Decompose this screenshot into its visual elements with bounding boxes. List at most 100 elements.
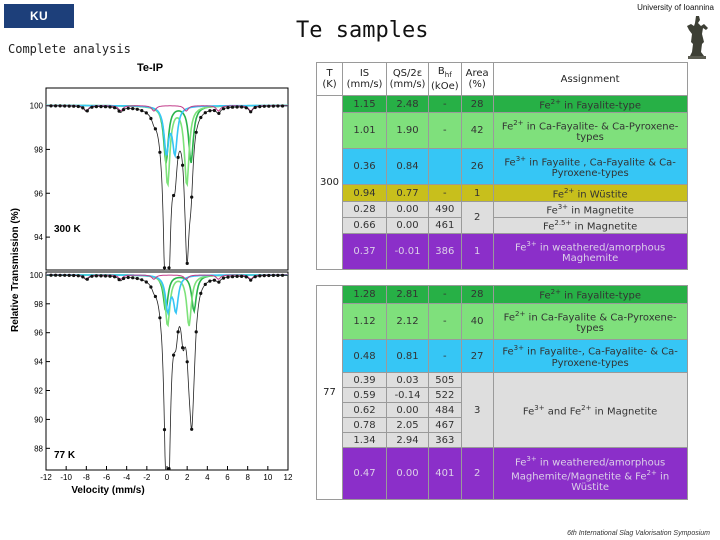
cell-bhf: 522 xyxy=(428,387,462,403)
header-temperature: T (K) xyxy=(316,62,343,96)
x-tick-label: 10 xyxy=(263,473,272,482)
cell-is: 1.12 xyxy=(342,303,387,340)
data-point xyxy=(67,104,71,108)
table-row: 1.01 1.90 - 42 Fe2+ in Ca-Fayalite- & Ca… xyxy=(317,112,688,149)
data-point xyxy=(81,106,85,110)
cell-is: 0.48 xyxy=(342,339,387,373)
data-point xyxy=(103,274,108,278)
data-point xyxy=(90,105,94,109)
table-row: 0.94 0.77 - 1 Fe2+ in Wüstite xyxy=(317,184,688,202)
cell-qs: 2.94 xyxy=(386,432,429,448)
data-point xyxy=(140,278,144,282)
data-point xyxy=(117,109,121,113)
data-point xyxy=(221,107,226,111)
data-point xyxy=(126,275,130,280)
y-tick-label: 100 xyxy=(30,102,44,111)
y-tick-label: 88 xyxy=(34,444,43,453)
data-point xyxy=(176,155,180,159)
table-row: 1.12 2.12 - 40 Fe2+ in Ca-Fayalite & Ca-… xyxy=(317,303,688,340)
data-point xyxy=(176,330,180,334)
y-tick-label: 98 xyxy=(34,145,43,154)
cell-bhf: - xyxy=(428,184,462,202)
data-point xyxy=(249,110,253,114)
data-point xyxy=(58,104,62,108)
y-tick-label: 94 xyxy=(34,233,43,242)
x-tick-label: 4 xyxy=(205,473,210,482)
footer-text: 6th International Slag Valorisation Symp… xyxy=(567,530,710,537)
cell-qs: 0.81 xyxy=(386,339,429,373)
data-point xyxy=(81,275,85,279)
chart-title: Te-IP xyxy=(137,62,163,74)
data-point xyxy=(172,353,176,357)
cell-bhf: 484 xyxy=(428,402,462,418)
data-point xyxy=(208,109,212,113)
x-tick-label: 8 xyxy=(245,473,250,482)
cell-is: 1.34 xyxy=(342,432,387,448)
data-point xyxy=(230,275,235,279)
cell-is: 0.62 xyxy=(342,402,387,418)
table-row: 0.28 0.00 490 2 Fe3+ in Magnetite xyxy=(317,201,688,234)
data-point xyxy=(85,109,89,113)
cell-area: 1 xyxy=(460,233,494,270)
cell-area: 2 xyxy=(460,447,494,500)
data-point xyxy=(67,273,71,277)
cell-assignment: Fe2+ in Ca-Fayalite & Ca-Pyroxene-types xyxy=(492,303,688,340)
cell-area: 26 xyxy=(460,148,494,185)
table-row: 0.66 0.00 461 Fe2.5+ in Magnetite xyxy=(317,217,688,234)
data-point xyxy=(90,274,94,278)
cell-area: 1 xyxy=(460,184,494,202)
data-point xyxy=(267,273,271,278)
x-tick-label: 6 xyxy=(225,473,230,482)
data-point xyxy=(99,105,103,109)
data-point xyxy=(162,428,167,432)
data-point xyxy=(172,193,176,198)
cell-bhf: - xyxy=(428,95,462,113)
cell-bhf: - xyxy=(428,285,462,304)
data-point xyxy=(262,274,266,278)
x-tick-label: 2 xyxy=(185,473,190,482)
data-point xyxy=(72,273,76,278)
cell-is: 0.39 xyxy=(342,372,387,388)
data-point xyxy=(167,266,171,270)
data-point xyxy=(208,279,212,283)
data-point xyxy=(49,273,53,277)
cell-bhf: - xyxy=(428,303,462,340)
cell-is: 0.66 xyxy=(342,217,387,234)
data-point xyxy=(235,105,239,109)
fit-parameters-table: T (K) IS (mm/s) QS/2ε (mm/s) Bhf (kOe) Area(… xyxy=(316,62,688,500)
data-point xyxy=(244,106,248,110)
data-point xyxy=(103,105,108,109)
table-row: 300 1.15 2.48 - 28 Fe2+ in Fayalite-type xyxy=(316,95,688,270)
university-label: University of Ioannina xyxy=(637,3,714,12)
data-point xyxy=(76,104,80,109)
cell-is: 1.15 xyxy=(342,95,387,113)
data-point xyxy=(280,104,285,108)
data-point xyxy=(140,109,144,113)
data-point xyxy=(276,273,280,277)
ku-leuven-logo: KU LEUVEN xyxy=(4,4,74,47)
data-point xyxy=(94,274,98,278)
data-point xyxy=(144,280,148,284)
component-curve xyxy=(46,104,288,159)
statue-icon xyxy=(687,16,708,59)
subtitle: Complete analysis xyxy=(8,42,131,56)
cell-qs: -0.14 xyxy=(386,387,429,403)
data-point xyxy=(181,163,185,167)
cell-area: 2 xyxy=(460,201,494,234)
y-tick-label: 92 xyxy=(34,387,43,396)
data-point xyxy=(113,106,117,110)
header-area: Area (%) xyxy=(460,62,494,96)
data-point xyxy=(226,106,230,110)
cell-qs: -0.01 xyxy=(386,233,429,270)
cell-is: 0.94 xyxy=(342,184,387,202)
data-point xyxy=(194,130,198,134)
header-assignment: Assignment xyxy=(492,62,688,96)
cell-assignment: Fe3+ in weathered/amorphous Maghemite/Ma… xyxy=(492,447,688,500)
data-point xyxy=(54,273,58,277)
data-point xyxy=(221,276,226,280)
cell-qs: 2.81 xyxy=(386,285,429,304)
data-point xyxy=(185,261,189,265)
data-point xyxy=(153,294,157,299)
cell-assignment: Fe3+ in Magnetite xyxy=(492,201,688,218)
data-point xyxy=(276,104,280,108)
